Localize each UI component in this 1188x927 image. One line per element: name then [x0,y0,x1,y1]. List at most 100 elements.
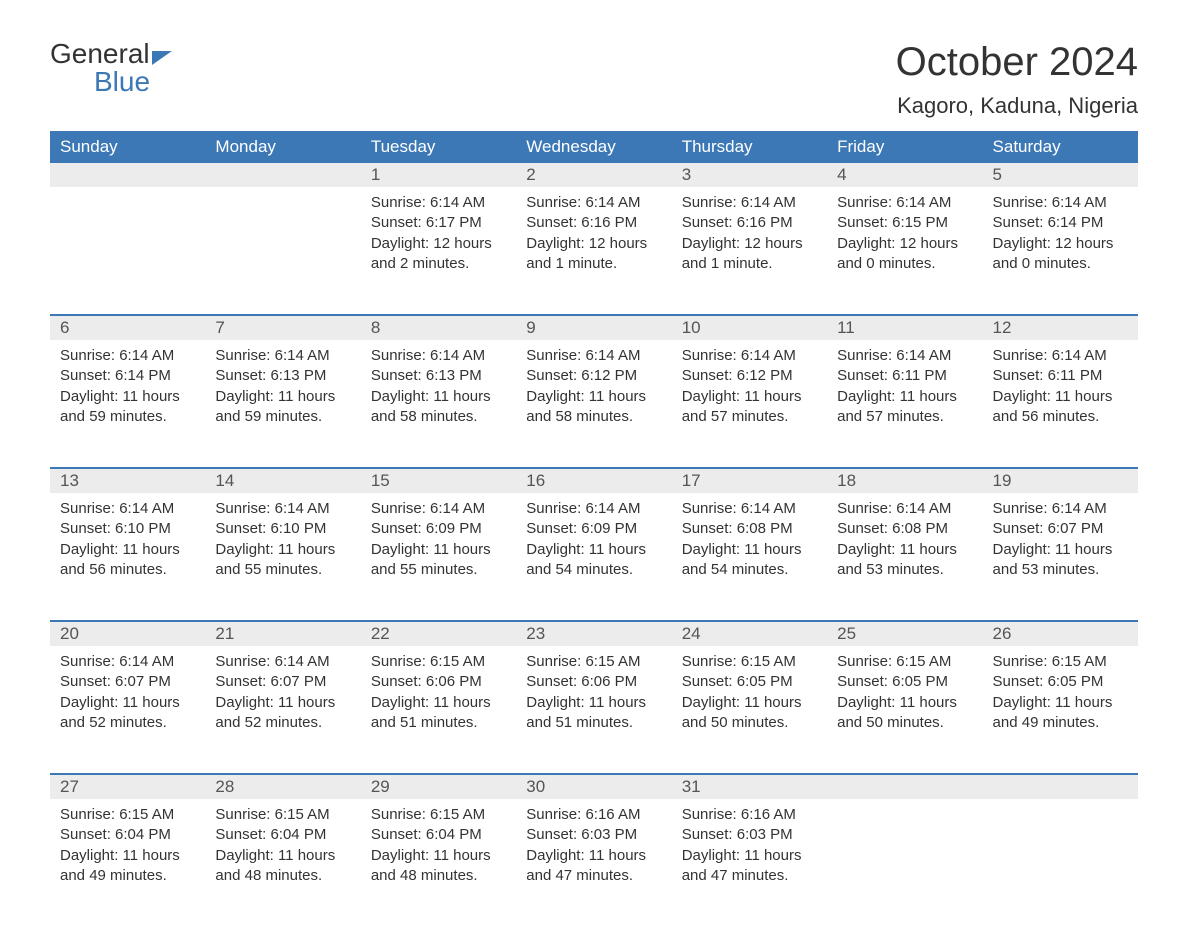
sunset-text: Sunset: 6:08 PM [682,519,817,539]
sunrise-text: Sunrise: 6:15 AM [371,652,506,672]
sunrise-text: Sunrise: 6:15 AM [526,652,661,672]
sunrise-text: Sunrise: 6:14 AM [526,499,661,519]
day-cell: Sunrise: 6:15 AMSunset: 6:06 PMDaylight:… [361,646,516,774]
sunset-text: Sunset: 6:08 PM [837,519,972,539]
daylight-text: Daylight: 11 hours [682,540,817,560]
day-number-row: 6789101112 [50,315,1138,340]
title-block: October 2024 Kagoro, Kaduna, Nigeria [896,40,1138,119]
sunset-text: Sunset: 6:05 PM [993,672,1128,692]
day-body: Sunrise: 6:14 AMSunset: 6:12 PMDaylight:… [672,340,827,445]
daylight-text: Daylight: 11 hours [215,387,350,407]
day-cell [827,799,982,927]
daylight-text: and 58 minutes. [526,407,661,427]
sunrise-text: Sunrise: 6:15 AM [993,652,1128,672]
day-body: Sunrise: 6:14 AMSunset: 6:07 PMDaylight:… [50,646,205,751]
sunset-text: Sunset: 6:12 PM [526,366,661,386]
day-body: Sunrise: 6:14 AMSunset: 6:10 PMDaylight:… [50,493,205,598]
sunrise-text: Sunrise: 6:16 AM [682,805,817,825]
daylight-text: and 59 minutes. [215,407,350,427]
day-number-cell: 25 [827,621,982,646]
day-cell: Sunrise: 6:14 AMSunset: 6:16 PMDaylight:… [672,187,827,315]
day-number-cell: 14 [205,468,360,493]
daylight-text: Daylight: 11 hours [682,846,817,866]
weekday-header: Tuesday [361,131,516,163]
daylight-text: and 48 minutes. [371,866,506,886]
day-cell: Sunrise: 6:14 AMSunset: 6:12 PMDaylight:… [672,340,827,468]
daylight-text: Daylight: 11 hours [682,387,817,407]
day-number-cell: 19 [983,468,1138,493]
daylight-text: and 51 minutes. [526,713,661,733]
sunset-text: Sunset: 6:10 PM [60,519,195,539]
sunrise-text: Sunrise: 6:14 AM [371,193,506,213]
day-body: Sunrise: 6:16 AMSunset: 6:03 PMDaylight:… [516,799,671,904]
daylight-text: and 57 minutes. [682,407,817,427]
daylight-text: Daylight: 11 hours [371,693,506,713]
daylight-text: and 58 minutes. [371,407,506,427]
daylight-text: Daylight: 11 hours [371,846,506,866]
daylight-text: Daylight: 12 hours [526,234,661,254]
sunset-text: Sunset: 6:05 PM [682,672,817,692]
sunset-text: Sunset: 6:07 PM [215,672,350,692]
daylight-text: Daylight: 11 hours [526,540,661,560]
daylight-text: and 51 minutes. [371,713,506,733]
daylight-text: and 56 minutes. [60,560,195,580]
weekday-header: Sunday [50,131,205,163]
flag-icon [152,51,172,65]
sunrise-text: Sunrise: 6:15 AM [215,805,350,825]
daylight-text: Daylight: 11 hours [60,846,195,866]
day-number-cell: 18 [827,468,982,493]
daylight-text: and 2 minutes. [371,254,506,274]
logo-line1: General [50,40,172,68]
daylight-text: Daylight: 11 hours [215,693,350,713]
sunrise-text: Sunrise: 6:14 AM [371,346,506,366]
day-cell: Sunrise: 6:14 AMSunset: 6:15 PMDaylight:… [827,187,982,315]
day-number-cell: 5 [983,163,1138,187]
sunset-text: Sunset: 6:09 PM [526,519,661,539]
day-number-row: 2728293031 [50,774,1138,799]
day-body-row: Sunrise: 6:14 AMSunset: 6:07 PMDaylight:… [50,646,1138,774]
daylight-text: Daylight: 11 hours [526,387,661,407]
sunrise-text: Sunrise: 6:14 AM [215,652,350,672]
daylight-text: and 48 minutes. [215,866,350,886]
sunset-text: Sunset: 6:13 PM [215,366,350,386]
day-number-cell: 9 [516,315,671,340]
day-body: Sunrise: 6:14 AMSunset: 6:17 PMDaylight:… [361,187,516,292]
day-body: Sunrise: 6:14 AMSunset: 6:14 PMDaylight:… [50,340,205,445]
sunrise-text: Sunrise: 6:14 AM [682,346,817,366]
day-cell [50,187,205,315]
sunrise-text: Sunrise: 6:14 AM [682,499,817,519]
weekday-header: Friday [827,131,982,163]
daylight-text: and 1 minute. [526,254,661,274]
sunset-text: Sunset: 6:06 PM [371,672,506,692]
sunrise-text: Sunrise: 6:16 AM [526,805,661,825]
sunrise-text: Sunrise: 6:14 AM [837,346,972,366]
day-cell: Sunrise: 6:14 AMSunset: 6:08 PMDaylight:… [827,493,982,621]
day-cell: Sunrise: 6:14 AMSunset: 6:16 PMDaylight:… [516,187,671,315]
sunset-text: Sunset: 6:04 PM [371,825,506,845]
sunset-text: Sunset: 6:15 PM [837,213,972,233]
sunset-text: Sunset: 6:10 PM [215,519,350,539]
daylight-text: Daylight: 12 hours [682,234,817,254]
sunset-text: Sunset: 6:11 PM [837,366,972,386]
daylight-text: and 0 minutes. [837,254,972,274]
day-body: Sunrise: 6:14 AMSunset: 6:16 PMDaylight:… [516,187,671,292]
day-number-cell: 7 [205,315,360,340]
day-body: Sunrise: 6:14 AMSunset: 6:07 PMDaylight:… [205,646,360,751]
day-body-row: Sunrise: 6:14 AMSunset: 6:17 PM Daylight:… [50,187,1138,315]
daylight-text: Daylight: 11 hours [60,693,195,713]
day-body: Sunrise: 6:14 AMSunset: 6:08 PMDaylight:… [827,493,982,598]
daylight-text: Daylight: 11 hours [60,387,195,407]
day-cell: Sunrise: 6:14 AMSunset: 6:10 PMDaylight:… [205,493,360,621]
daylight-text: Daylight: 11 hours [682,693,817,713]
day-cell: Sunrise: 6:14 AMSunset: 6:11 PMDaylight:… [827,340,982,468]
sunset-text: Sunset: 6:09 PM [371,519,506,539]
day-number-cell: 28 [205,774,360,799]
day-body: Sunrise: 6:14 AMSunset: 6:08 PMDaylight:… [672,493,827,598]
sunrise-text: Sunrise: 6:15 AM [60,805,195,825]
daylight-text: and 47 minutes. [682,866,817,886]
sunset-text: Sunset: 6:03 PM [526,825,661,845]
sunset-text: Sunset: 6:16 PM [682,213,817,233]
sunrise-text: Sunrise: 6:14 AM [60,652,195,672]
day-number-cell: 12 [983,315,1138,340]
sunset-text: Sunset: 6:17 PM [371,213,506,233]
